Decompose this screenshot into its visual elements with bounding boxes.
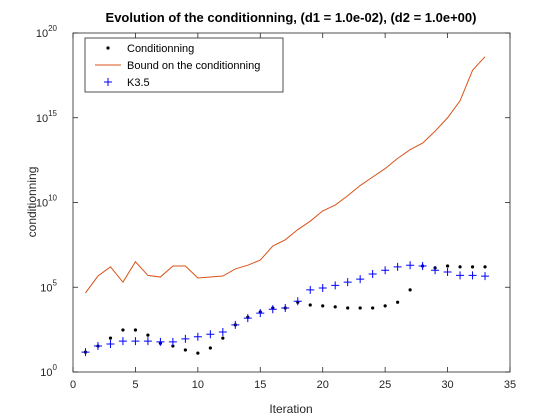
y-tick-label: 1020	[36, 24, 58, 40]
y-tick-exponent: 10	[48, 194, 57, 203]
data-point	[171, 344, 175, 348]
data-point	[368, 270, 377, 279]
data-point	[456, 271, 465, 280]
x-tick-label: 15	[254, 379, 266, 391]
data-point	[358, 306, 362, 310]
data-point	[356, 275, 365, 284]
data-point	[396, 300, 400, 304]
data-point	[468, 271, 477, 280]
data-point	[221, 336, 225, 340]
data-point	[418, 261, 427, 270]
data-point	[133, 328, 138, 332]
data-point	[408, 288, 412, 292]
data-point	[331, 281, 340, 290]
data-point	[393, 262, 402, 271]
x-axis-label: Iteration	[269, 402, 312, 416]
x-tick-label: 25	[379, 379, 391, 391]
data-point	[371, 306, 375, 310]
x-tick-label: 35	[504, 379, 516, 391]
y-tick-label: 105	[40, 278, 57, 294]
legend-label: K3.5	[127, 77, 150, 89]
y-tick-label: 1010	[36, 194, 58, 210]
data-point	[181, 334, 190, 343]
data-point	[168, 337, 177, 346]
x-tick-label: 0	[70, 379, 76, 391]
data-point	[143, 337, 152, 346]
data-point	[443, 267, 452, 276]
data-point	[93, 342, 102, 351]
data-point	[381, 266, 390, 275]
x-tick-label: 10	[192, 379, 204, 391]
data-point	[243, 314, 252, 323]
data-point	[106, 339, 115, 348]
y-tick-exponent: 0	[53, 363, 58, 372]
y-tick-exponent: 20	[48, 24, 57, 33]
y-tick-label: 100	[40, 363, 57, 379]
data-point	[208, 346, 212, 350]
data-point	[445, 264, 450, 268]
legend-label: Bound on the conditionning	[127, 60, 260, 72]
legend-marker	[106, 46, 110, 50]
data-line	[85, 56, 486, 294]
data-point	[483, 265, 487, 269]
data-point	[343, 278, 352, 287]
data-point	[431, 266, 440, 275]
y-tick-base: 10	[36, 113, 48, 125]
y-tick-label: 1015	[36, 109, 58, 125]
data-point	[183, 348, 187, 352]
data-point	[406, 261, 415, 270]
data-point	[193, 332, 202, 341]
data-point	[318, 284, 327, 293]
data-point	[156, 337, 165, 346]
data-point	[196, 351, 200, 355]
data-point	[256, 309, 265, 318]
data-point	[146, 333, 150, 337]
x-tick-label: 5	[132, 379, 138, 391]
data-point	[481, 272, 490, 281]
data-point	[118, 337, 127, 346]
x-tick-label: 30	[441, 379, 453, 391]
data-point	[108, 336, 113, 340]
data-point	[308, 303, 312, 307]
data-point	[470, 265, 475, 269]
data-point	[306, 285, 315, 294]
data-point	[131, 337, 140, 346]
data-point	[206, 330, 215, 339]
y-tick-exponent: 15	[48, 109, 57, 118]
data-point	[458, 265, 462, 269]
data-point	[321, 304, 325, 308]
y-tick-base: 10	[40, 367, 52, 379]
data-point	[281, 303, 290, 312]
data-point	[231, 320, 240, 329]
y-tick-base: 10	[40, 282, 52, 294]
x-tick-label: 20	[317, 379, 329, 391]
legend-marker	[104, 78, 112, 86]
data-point	[346, 306, 350, 310]
data-point	[268, 305, 277, 314]
data-point	[333, 305, 337, 309]
y-tick-base: 10	[36, 198, 48, 210]
data-point	[383, 304, 387, 308]
data-point	[121, 328, 125, 332]
y-tick-exponent: 5	[53, 278, 58, 287]
legend-label: Conditionning	[127, 43, 194, 55]
y-tick-base: 10	[36, 28, 48, 40]
data-point	[293, 297, 302, 306]
chart-title: Evolution of the conditionning, (d1 = 1.…	[106, 10, 477, 25]
data-point	[81, 348, 90, 357]
data-point	[218, 327, 227, 336]
y-axis-label: conditionning	[25, 167, 39, 238]
